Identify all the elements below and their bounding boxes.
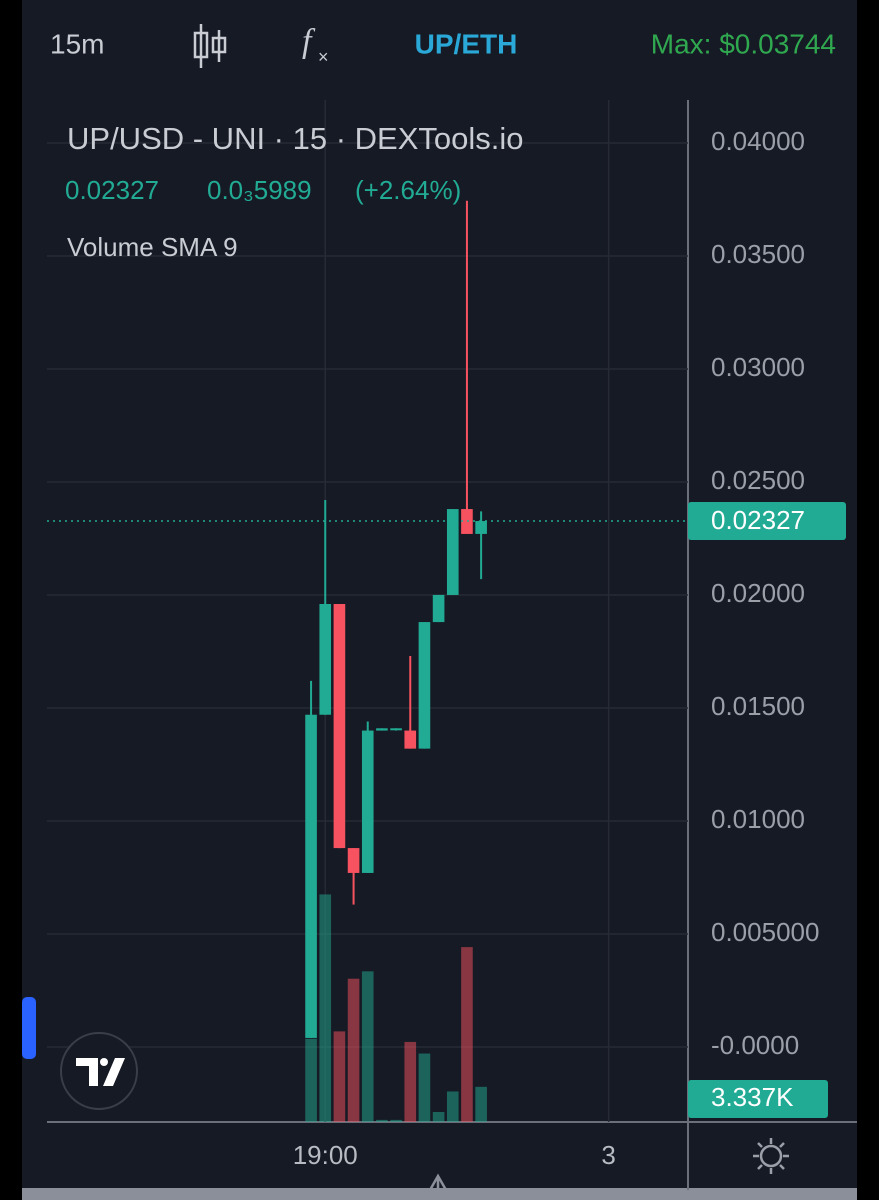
volume-bar (475, 1086, 487, 1122)
volume-bar (319, 894, 332, 1122)
volume-label: 3.337K (711, 1082, 794, 1112)
candle-body (461, 509, 473, 534)
candle-body (390, 728, 402, 731)
candle-body (305, 714, 317, 1038)
volume-tag (688, 1080, 828, 1118)
volume-bar (418, 1053, 431, 1122)
indicator-label: Volume SMA 9 (67, 232, 238, 262)
candle-body (319, 603, 332, 715)
candle-body (418, 622, 431, 749)
y-tick-label: 0.005000 (711, 917, 819, 947)
x-tick-label: 19:00 (293, 1140, 358, 1170)
volume-bar (376, 1119, 388, 1122)
volume-bar (404, 1041, 417, 1122)
candle-body (446, 509, 459, 595)
y-tick-label: -0.0000 (711, 1030, 799, 1060)
volume-bar (461, 947, 473, 1122)
pair[interactable]: UP/ETH (415, 28, 518, 59)
y-tick-label: 0.04000 (711, 126, 805, 156)
candle-body (475, 521, 487, 534)
scroll-arrow[interactable] (428, 1173, 448, 1192)
y-tick-label: 0.01000 (711, 804, 805, 834)
tradingview-logo[interactable] (60, 1032, 138, 1110)
last-price-label: 0.02327 (711, 505, 805, 535)
y-tick-label: 0.02500 (711, 465, 805, 495)
volume-bar (446, 1091, 459, 1122)
plot (47, 200, 688, 1122)
change-percent: (+2.64%) (355, 175, 461, 205)
volume-bar (347, 978, 360, 1122)
volume-bar (333, 1031, 346, 1122)
svg-text:×: × (318, 47, 329, 67)
y-tick-label: 0.03000 (711, 352, 805, 382)
x-tick-label: 3 (601, 1140, 615, 1170)
settings-icon[interactable] (753, 1138, 789, 1174)
candle-body (432, 594, 445, 623)
candle-body (404, 730, 417, 749)
chart-title: UP/USD - UNI · 15 · DEXTools.io (67, 121, 524, 156)
y-tick-label: 0.03500 (711, 239, 805, 269)
volume-bar (432, 1111, 445, 1122)
side-tab[interactable] (22, 997, 36, 1059)
max-price: Max: $0.03744 (651, 28, 836, 59)
candle-body (361, 730, 374, 873)
y-tick-label: 0.01500 (711, 691, 805, 721)
candle-body (347, 848, 360, 873)
change: 0.0₃5989 (207, 175, 312, 205)
bottom-bar (22, 1188, 857, 1200)
interval[interactable]: 15m (50, 28, 104, 59)
last-value: 0.02327 (65, 175, 159, 205)
y-tick-label: 0.02000 (711, 578, 805, 608)
volume-bar (361, 971, 374, 1122)
last-price-tag (688, 502, 846, 541)
candle-body (333, 603, 346, 849)
volume-bar (390, 1119, 402, 1122)
candle-body (376, 728, 388, 731)
candle-icon[interactable] (193, 24, 227, 68)
volume-bar (305, 1038, 317, 1122)
